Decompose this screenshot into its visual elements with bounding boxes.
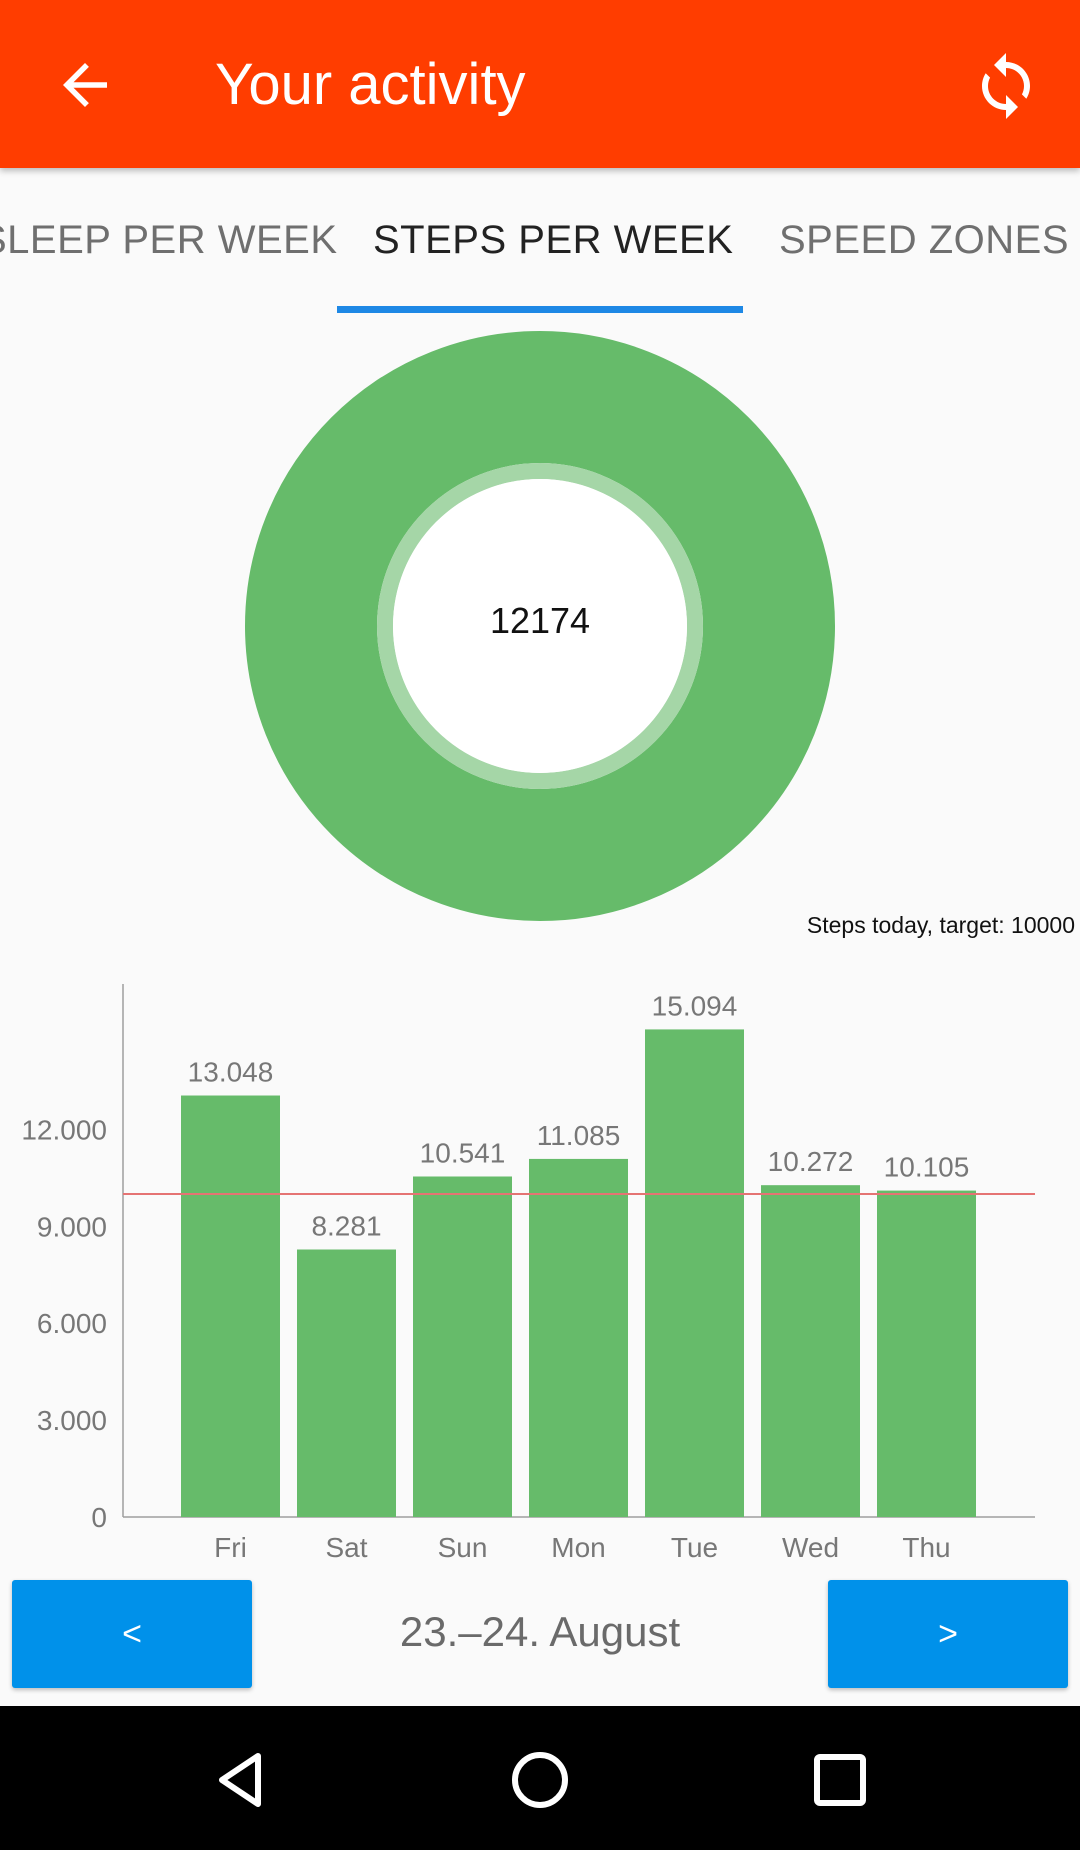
y-tick-label: 9.000	[37, 1211, 107, 1242]
date-range-label: 23.–24. August	[399, 1608, 681, 1655]
bar-value-label: 10.105	[884, 1152, 970, 1183]
y-tick-label: 3.000	[37, 1405, 107, 1436]
steps-donut-chart	[245, 331, 835, 921]
arrow-left-icon[interactable]	[52, 52, 118, 118]
weekly-steps-bar-chart: 0 3.000 6.000 9.000 12.000 13.048 Fri 8.281 Sat 1…	[21, 984, 1035, 1563]
active-tab-indicator	[337, 306, 743, 313]
circle-home-icon[interactable]	[508, 1748, 572, 1812]
bar-value-label: 11.085	[537, 1120, 621, 1151]
bar	[529, 1158, 628, 1517]
tab-speed-zones[interactable]: SPEED ZONES	[779, 218, 1070, 262]
x-tick-label: Thu	[902, 1532, 950, 1563]
page-title: Your activity	[215, 52, 526, 117]
y-tick-label: 6.000	[37, 1308, 107, 1339]
triangle-back-icon[interactable]	[210, 1748, 274, 1812]
y-tick-label: 0	[91, 1502, 107, 1533]
x-tick-label: Wed	[782, 1532, 839, 1563]
tab-sleep-per-week[interactable]: SLEEP PER WEEK	[0, 218, 338, 262]
sync-icon[interactable]	[970, 50, 1042, 122]
square-recents-icon[interactable]	[808, 1748, 872, 1812]
bar	[877, 1190, 976, 1517]
donut-ring	[245, 331, 835, 921]
steps-today-value: 12174	[489, 600, 591, 641]
x-tick-label: Mon	[551, 1532, 605, 1563]
bar-value-label: 15.094	[652, 990, 738, 1021]
bar	[761, 1185, 860, 1517]
bar	[181, 1095, 280, 1517]
next-week-button[interactable]: >	[828, 1580, 1068, 1688]
x-tick-label: Sun	[438, 1532, 488, 1563]
x-tick-label: Fri	[214, 1532, 247, 1563]
bar	[413, 1176, 512, 1517]
bar-value-label: 10.272	[768, 1146, 854, 1177]
x-tick-label: Sat	[325, 1532, 367, 1563]
y-tick-label: 12.000	[21, 1114, 107, 1145]
donut-center	[393, 479, 687, 773]
steps-target-caption: Steps today, target: 10000	[806, 912, 1075, 938]
bar	[645, 1029, 744, 1517]
tab-steps-per-week[interactable]: STEPS PER WEEK	[373, 218, 734, 262]
tab-bar: SLEEP PER WEEK STEPS PER WEEK SPEED ZONE…	[0, 168, 1080, 316]
bar-value-label: 13.048	[188, 1057, 274, 1088]
bar	[297, 1249, 396, 1517]
bar-value-label: 8.281	[311, 1210, 381, 1241]
donut-inner-ring	[377, 463, 703, 789]
x-tick-label: Tue	[671, 1532, 718, 1563]
system-navigation-bar	[0, 1706, 1080, 1850]
bar-value-label: 10.541	[420, 1137, 506, 1168]
previous-week-button[interactable]: <	[12, 1580, 252, 1688]
app-bar: Your activity	[0, 0, 1080, 168]
